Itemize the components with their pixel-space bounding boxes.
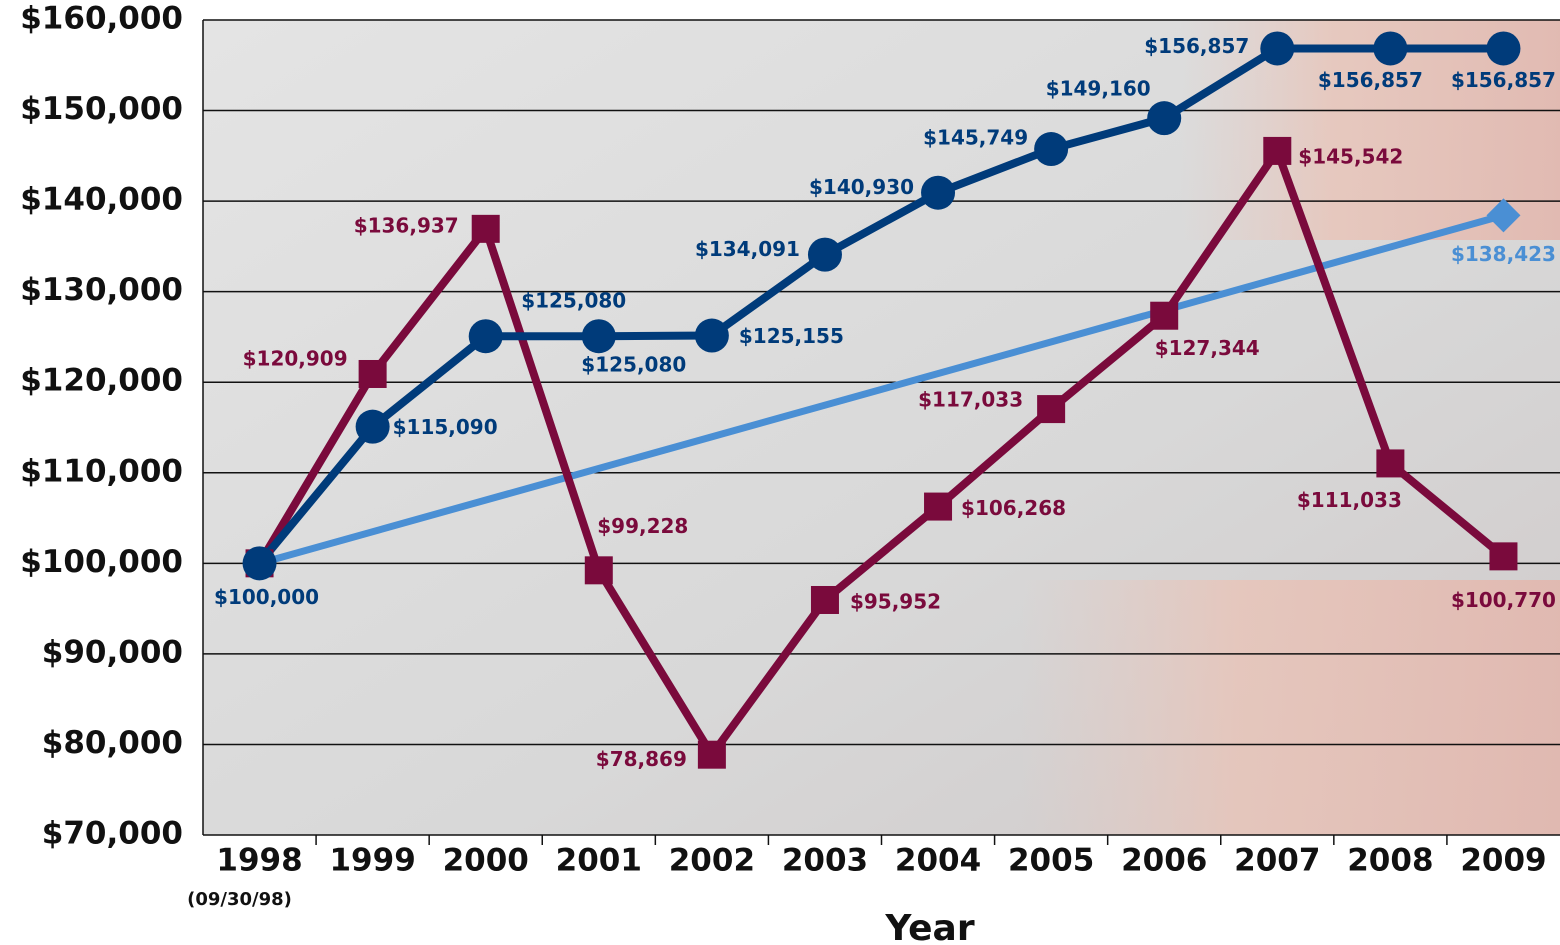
x-tick-label: 1999	[329, 843, 415, 879]
value-label: $95,952	[850, 589, 941, 613]
value-label: $115,090	[393, 415, 498, 439]
value-label: $100,770	[1451, 588, 1556, 612]
value-label: $99,228	[597, 514, 688, 538]
point-marker	[1263, 137, 1291, 165]
point-marker	[921, 176, 955, 210]
x-tick-label: 2002	[669, 843, 755, 879]
y-tick-label: $80,000	[42, 725, 183, 761]
x-tick-label: 2007	[1234, 843, 1320, 879]
x-tick-label: 2003	[782, 843, 868, 879]
point-marker	[585, 556, 613, 584]
page: Year $70,000 $80,000 $90,000 $100,000 $110,0…	[0, 0, 1560, 945]
y-tick-label: $70,000	[42, 816, 183, 852]
point-marker	[1373, 31, 1407, 65]
point-marker	[356, 410, 390, 444]
value-label: $111,033	[1297, 488, 1402, 512]
x-tick-sublabel: (09/30/98)	[187, 889, 292, 910]
point-marker	[811, 586, 839, 614]
x-tick-label: 1998	[216, 843, 302, 879]
value-label: $156,857	[1144, 34, 1249, 58]
y-tick-label: $160,000	[20, 1, 183, 37]
point-marker	[359, 360, 387, 388]
x-tick-label: 2004	[895, 843, 981, 879]
point-marker	[582, 319, 616, 353]
x-tick-label: 2008	[1347, 843, 1433, 879]
value-label: $78,869	[596, 747, 687, 771]
y-tick-label: $130,000	[20, 272, 183, 308]
value-label: $100,000	[214, 585, 319, 609]
value-label: $106,268	[961, 496, 1066, 520]
y-tick-label: $120,000	[20, 363, 183, 399]
value-label: $125,080	[581, 353, 686, 377]
point-marker	[1376, 449, 1404, 477]
y-tick-label: $140,000	[20, 182, 183, 218]
y-tick-label: $100,000	[20, 544, 183, 580]
value-label: $134,091	[695, 237, 800, 261]
value-label: $125,155	[739, 324, 844, 348]
value-label: $145,749	[923, 126, 1028, 150]
point-marker	[695, 319, 729, 353]
x-tick-label: 2005	[1008, 843, 1094, 879]
value-label: $138,423	[1451, 242, 1556, 266]
point-marker	[1260, 31, 1294, 65]
point-marker	[1489, 542, 1517, 570]
y-tick-label: $90,000	[42, 634, 183, 670]
y-tick-label: $110,000	[20, 453, 183, 489]
value-label: $125,080	[521, 289, 626, 313]
value-label: $156,857	[1451, 68, 1556, 92]
point-marker	[808, 238, 842, 272]
flag-stripe	[1020, 580, 1560, 835]
value-label: $136,937	[354, 213, 459, 237]
point-marker	[1037, 395, 1065, 423]
value-label: $149,160	[1046, 77, 1151, 101]
value-label: $156,857	[1318, 68, 1423, 92]
value-label: $117,033	[918, 388, 1023, 412]
point-marker	[469, 319, 503, 353]
value-label: $140,930	[809, 175, 914, 199]
chart: Year $70,000 $80,000 $90,000 $100,000 $110,0…	[0, 0, 1560, 945]
value-label: $145,542	[1298, 144, 1403, 168]
x-tick-label: 2009	[1460, 843, 1546, 879]
point-marker	[243, 546, 277, 580]
x-tick-label: 2001	[556, 843, 642, 879]
point-marker	[1150, 302, 1178, 330]
point-marker	[1486, 31, 1520, 65]
point-marker	[698, 741, 726, 769]
x-tick-label: 2006	[1121, 843, 1207, 879]
point-marker	[1147, 101, 1181, 135]
x-axis-title: Year	[884, 908, 974, 945]
y-tick-label: $150,000	[20, 91, 183, 127]
point-marker	[924, 493, 952, 521]
x-tick-label: 2000	[443, 843, 529, 879]
point-marker	[472, 215, 500, 243]
point-marker	[1034, 132, 1068, 166]
value-label: $120,909	[243, 346, 348, 370]
value-label: $127,344	[1155, 336, 1260, 360]
